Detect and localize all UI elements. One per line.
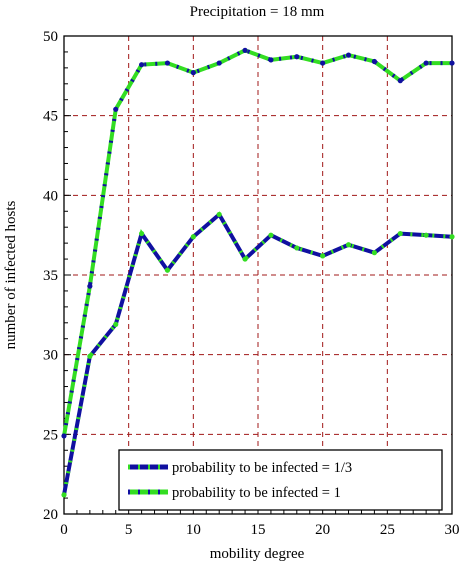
data-point (242, 47, 248, 53)
y-tick-label: 20 (43, 507, 58, 523)
data-point (423, 60, 429, 66)
data-point (397, 230, 403, 237)
data-point (268, 232, 274, 238)
data-point (216, 60, 222, 66)
y-tick-label: 25 (43, 427, 58, 443)
y-tick-label: 35 (43, 268, 58, 284)
legend-entry-series-1: probability to be infected = 1/3 (128, 460, 352, 476)
series (61, 47, 455, 498)
data-point (320, 60, 326, 66)
series-line-1 (62, 212, 453, 496)
y-tick-label: 50 (43, 29, 58, 45)
legend-box (118, 449, 443, 511)
data-point (61, 492, 67, 498)
data-point (423, 232, 429, 238)
x-axis-label: mobility degree (210, 546, 305, 562)
x-tick-label: 20 (315, 522, 330, 538)
data-point (294, 54, 300, 60)
data-point (397, 78, 403, 84)
y-tick-label: 30 (43, 348, 58, 364)
chart-title: Precipitation = 18 mm (190, 4, 325, 20)
data-point (449, 60, 455, 66)
data-point (113, 106, 119, 112)
data-point (371, 250, 377, 256)
series-line-2 (62, 48, 452, 437)
x-tick-label: 15 (251, 522, 266, 538)
data-point (139, 62, 145, 68)
x-tick-label: 0 (60, 522, 68, 538)
y-tick-label: 45 (43, 109, 58, 125)
data-point (449, 234, 455, 240)
data-point (164, 267, 171, 273)
data-point (87, 353, 93, 359)
x-tick-label: 10 (186, 522, 201, 538)
data-point (216, 211, 222, 218)
series-1 (61, 211, 455, 498)
grid (64, 36, 452, 514)
data-point (87, 283, 93, 289)
data-point (190, 234, 196, 240)
data-point (190, 70, 196, 76)
data-point (320, 253, 326, 259)
data-point (139, 230, 145, 237)
x-tick-label: 30 (445, 522, 460, 538)
data-point (61, 433, 67, 439)
data-point (294, 245, 300, 251)
legend: probability to be infected = 1/3 probabi… (118, 449, 443, 511)
data-point (164, 60, 171, 66)
data-point (345, 52, 352, 58)
legend-label-series-2: probability to be infected = 1 (172, 485, 341, 501)
data-point (345, 242, 352, 248)
data-point (268, 57, 274, 63)
data-point (242, 256, 248, 262)
data-point (371, 58, 377, 65)
series-2 (61, 47, 455, 439)
axis-ticks: 20 25 30 35 40 45 50 0 5 10 15 20 25 30 (43, 29, 460, 538)
data-point (113, 321, 119, 327)
x-tick-label: 5 (125, 522, 133, 538)
legend-entry-series-2: probability to be infected = 1 (128, 485, 341, 501)
y-tick-label: 40 (43, 188, 58, 204)
x-tick-label: 25 (380, 522, 395, 538)
legend-label-series-1: probability to be infected = 1/3 (172, 460, 352, 476)
y-axis-label: number of infected hosts (3, 200, 19, 349)
